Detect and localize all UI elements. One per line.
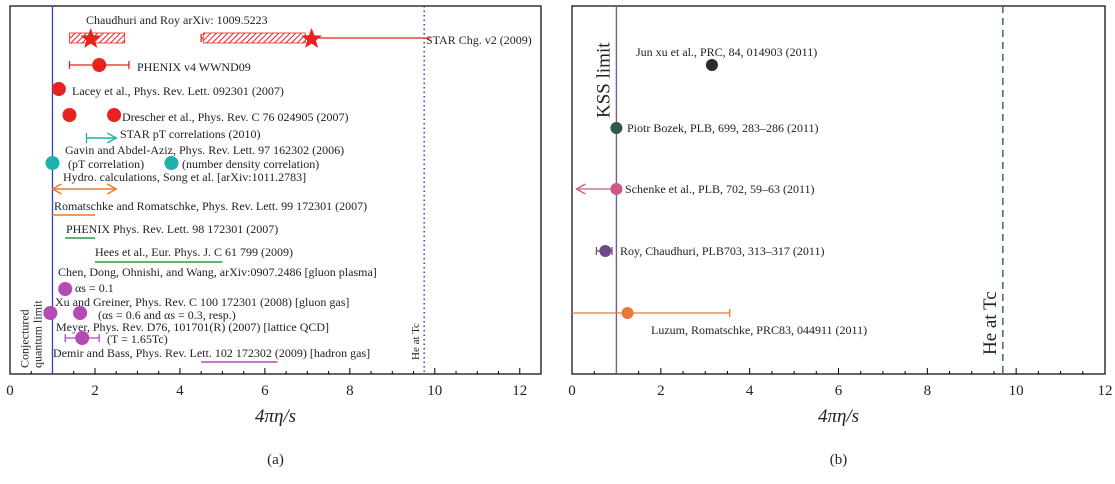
star-marker-star-chg-v2 (301, 28, 323, 48)
label-phenix-v4: PHENIX v4 WWND09 (137, 60, 251, 74)
marker-meyer (75, 331, 90, 345)
label-b-0: Jun xu et al., PRC, 84, 014903 (2011) (636, 45, 817, 59)
marker-drescher-1 (62, 108, 77, 122)
panel-a-xlabel: 4πη/s (255, 406, 296, 427)
panel-b-tick-label: 10 (1009, 383, 1024, 399)
arrow-hydro-song-left (51, 183, 62, 195)
label-b-3: Roy, Chaudhuri, PLB703, 313–317 (2011) (620, 244, 824, 258)
panel-b-tick-label: 8 (924, 383, 932, 399)
panel-b-tick-label: 4 (746, 383, 754, 399)
arrow-head-b-2 (575, 183, 586, 195)
marker-xu-greiner-2 (73, 306, 88, 320)
label-meyer-t: (T = 1.65Tc) (107, 332, 168, 346)
panel-a-tick-label: 0 (6, 383, 14, 399)
quantum-limit-label-2: quantum limit (30, 300, 44, 368)
arrow-star-pt (106, 132, 118, 144)
label-drescher: Drescher et al., Phys. Rev. C 76 024905 … (122, 110, 349, 124)
label-xu-greiner: Xu and Greiner, Phys. Rev. C 100 172301 … (55, 295, 349, 309)
label-chen-alpha: αs = 0.1 (75, 281, 114, 295)
label-romatschke: Romatschke and Romatschke, Phys. Rev. Le… (54, 199, 367, 213)
panel-a-tick-label: 2 (91, 383, 99, 399)
label-hydro-song: Hydro. calculations, Song et al. [arXiv:… (63, 170, 306, 184)
he-tc-label-b: He at Tc (980, 291, 1001, 355)
label-xu-greiner-alpha: (αs = 0.6 and αs = 0.3, resp.) (98, 308, 236, 322)
label-gavin-nd: (number density correlation) (182, 157, 319, 171)
marker-phenix-v4 (92, 58, 107, 72)
panel-a-panel-label: (a) (267, 452, 284, 468)
marker-b-3 (599, 245, 612, 257)
label-gavin-pt: (pT correlation) (68, 157, 144, 171)
label-chaudhuri-roy: Chaudhuri and Roy arXiv: 1009.5223 (86, 13, 268, 27)
panel-b-panel-label: (b) (830, 452, 848, 468)
marker-gavin-1 (45, 156, 60, 170)
star-marker-chaudhuri (80, 28, 102, 48)
arrow-hydro-song-right (106, 183, 118, 195)
label-lacey: Lacey et al., Phys. Rev. Lett. 092301 (2… (72, 84, 284, 98)
label-b-2: Schenke et al., PLB, 702, 59–63 (2011) (625, 182, 815, 196)
he-tc-label: He at Tc (410, 323, 422, 360)
panel-a: 0 2 4 6 8 10 12 4πη/s (a) Conjectured quantum limi… (6, 5, 542, 468)
label-star-pt: STAR pT correlations (2010) (120, 127, 260, 141)
marker-b-0 (705, 59, 718, 71)
label-b-4: Luzum, Romatschke, PRC83, 044911 (2011) (651, 323, 867, 337)
quantum-limit-label: Conjectured (17, 309, 31, 368)
marker-xu-greiner-1 (43, 306, 58, 320)
label-phenix-prl: PHENIX Phys. Rev. Lett. 98 172301 (2007) (66, 222, 278, 236)
panel-b-tick-label: 6 (835, 383, 843, 399)
hatched-band-star-chg-v2 (202, 32, 306, 44)
panel-a-tick-label: 4 (176, 383, 184, 399)
label-b-1: Piotr Bozek, PLB, 699, 283–286 (2011) (627, 121, 819, 135)
label-hees: Hees et al., Eur. Phys. J. C 61 799 (200… (95, 245, 293, 259)
marker-b-2 (610, 183, 623, 195)
label-gavin: Gavin and Abdel-Aziz, Phys. Rev. Lett. 9… (65, 143, 344, 157)
panel-b-xlabel: 4πη/s (818, 406, 859, 427)
panel-b-tick-label: 12 (1098, 383, 1113, 399)
panel-a-tick-label: 8 (346, 383, 354, 399)
marker-chen (58, 282, 73, 296)
marker-gavin-2 (164, 156, 179, 170)
marker-b-1 (610, 122, 623, 134)
panel-b-tick-label: 2 (657, 383, 665, 399)
label-demir-bass: Demir and Bass, Phys. Rev. Lett. 102 172… (53, 346, 370, 360)
panel-a-frame (9, 5, 542, 375)
panel-b: 0 2 4 6 8 10 12 4πη/s (b) KSS limit He at Tc Jun xu… (568, 5, 1113, 468)
marker-lacey (51, 82, 66, 96)
marker-b-4 (621, 307, 634, 319)
panel-a-tick-label: 6 (261, 383, 269, 399)
label-meyer: Meyer, Phys. Rev. D76, 101701(R) (2007) … (56, 320, 329, 334)
label-chen: Chen, Dong, Ohnishi, and Wang, arXiv:090… (58, 265, 377, 279)
label-star-chg-v2: STAR Chg. v2 (2009) (426, 33, 532, 47)
panel-b-tick-label: 0 (568, 383, 576, 399)
kss-limit-label: KSS limit (593, 42, 614, 118)
panel-a-tick-label: 10 (427, 383, 442, 399)
panel-a-tick-label: 12 (512, 383, 527, 399)
marker-drescher-2 (107, 108, 122, 122)
